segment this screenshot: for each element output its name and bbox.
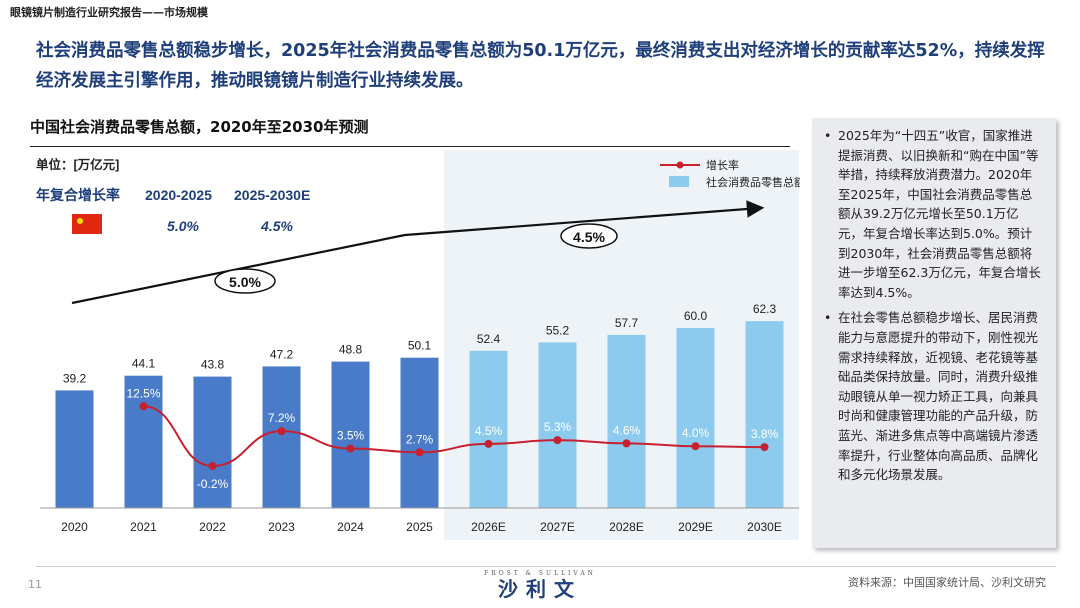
growth-rate-label: 7.2%: [268, 411, 296, 425]
cagr-period: 2025-2030E: [234, 187, 310, 203]
bar-value-label: 55.2: [546, 323, 570, 337]
bar-value-label: 62.3: [753, 302, 777, 316]
bar-value-label: 60.0: [684, 309, 708, 323]
growth-rate-line: [143, 405, 765, 467]
bar-value-label: 50.1: [408, 339, 432, 353]
bar: [262, 366, 301, 508]
cagr-period: 2020-2025: [145, 187, 212, 203]
growth-rate-label: 3.8%: [751, 427, 779, 441]
unit-label: 单位：[万亿元]: [36, 157, 119, 172]
category-label: 2028E: [609, 520, 644, 534]
growth-rate-point: [415, 448, 424, 457]
bar-value-label: 52.4: [477, 332, 501, 346]
insight-bullet: 在社会零售总额稳步增长、居民消费能力与意愿提升的带动下，刚性视光需求持续释放，近…: [824, 308, 1042, 484]
growth-rate-label: 2.7%: [406, 432, 434, 446]
cagr-bubble-1: [214, 268, 276, 294]
legend-swatch-retail: [669, 176, 689, 187]
cagr-bubble-2: [560, 223, 618, 249]
bar: [469, 350, 508, 508]
breadcrumb: 眼镜镜片制造行业研究报告——市场规模: [10, 6, 208, 19]
growth-rate-point: [484, 439, 493, 448]
legend-label-retail: 社会消费品零售总额: [706, 175, 800, 189]
cagr-value: 4.5%: [260, 218, 293, 234]
cagr-arrow-2: [404, 200, 765, 237]
bar: [400, 357, 439, 508]
category-label: 2026E: [471, 520, 506, 534]
growth-rate-label: 4.6%: [613, 423, 641, 437]
bar-value-label: 57.7: [615, 316, 639, 330]
bar: [745, 321, 784, 508]
bar: [193, 376, 232, 508]
growth-rate-label: 5.3%: [544, 420, 572, 434]
logo-wordmark: 沙利文: [498, 577, 582, 601]
growth-rate-label: 3.5%: [337, 429, 365, 443]
growth-rate-label: 4.0%: [682, 426, 710, 440]
growth-rate-point: [760, 443, 769, 452]
growth-rate-point: [553, 436, 562, 445]
chart-title-divider: [30, 146, 790, 147]
growth-rate-label: -0.2%: [197, 477, 229, 491]
category-label: 2025: [406, 520, 433, 534]
bar: [538, 342, 577, 508]
china-flag-icon: [72, 214, 102, 234]
chart-title: 中国社会消费品零售总额，2020年至2030年预测: [30, 118, 369, 136]
growth-rate-point: [277, 427, 286, 436]
flag-star: [77, 218, 83, 224]
bar: [607, 334, 646, 508]
insight-list: 2025年为“十四五”收官，国家推进提振消费、以旧换新和“购在中国”等举措，持续…: [824, 126, 1042, 485]
bar-value-label: 48.8: [339, 343, 363, 357]
growth-rate-point: [346, 444, 355, 453]
page-number: 11: [28, 578, 42, 591]
bar-value-label: 47.2: [270, 347, 294, 361]
bar-value-label: 44.1: [132, 357, 156, 371]
source-note: 资料来源：中国国家统计局、沙利文研究: [848, 576, 1046, 589]
bar: [55, 390, 94, 508]
page-headline: 社会消费品零售总额稳步增长，2025年社会消费品零售总额为50.1万亿元，最终消…: [36, 41, 1045, 91]
insight-bullet: 2025年为“十四五”收官，国家推进提振消费、以旧换新和“购在中国”等举措，持续…: [824, 126, 1042, 302]
category-label: 2023: [268, 520, 295, 534]
category-label: 2022: [199, 520, 226, 534]
bar: [676, 328, 715, 508]
insight-panel: 2025年为“十四五”收官，国家推进提振消费、以旧换新和“购在中国”等举措，持续…: [812, 118, 1056, 548]
legend-label-growth: 增长率: [706, 158, 739, 172]
growth-rate-point: [622, 439, 631, 448]
bar-value-label: 43.8: [201, 358, 225, 372]
growth-rate-point: [691, 442, 700, 451]
category-label: 2027E: [540, 520, 575, 534]
company-logo: FROST & SULLIVAN 沙利文: [470, 570, 610, 601]
growth-rate-point: [139, 402, 148, 411]
growth-rate-label: 12.5%: [126, 386, 160, 400]
category-label: 2030E: [747, 520, 782, 534]
bar: [331, 361, 370, 508]
footer-divider: [36, 566, 1056, 567]
category-label: 2029E: [678, 520, 713, 534]
growth-rate-point: [208, 461, 217, 470]
bar-value-label: 39.2: [63, 371, 87, 385]
cagr-bubble-label: 4.5%: [573, 229, 605, 245]
cagr-label: 年复合增长率: [36, 187, 120, 203]
logo-subtitle: FROST & SULLIVAN: [484, 570, 596, 577]
category-label: 2024: [337, 520, 364, 534]
cagr-value: 5.0%: [167, 218, 199, 234]
cagr-bubble-label: 5.0%: [229, 274, 261, 290]
category-label: 2021: [130, 520, 157, 534]
bar: [124, 375, 163, 508]
growth-rate-label: 4.5%: [475, 424, 503, 438]
category-label: 2020: [61, 520, 88, 534]
legend-marker-growth: [676, 161, 684, 169]
